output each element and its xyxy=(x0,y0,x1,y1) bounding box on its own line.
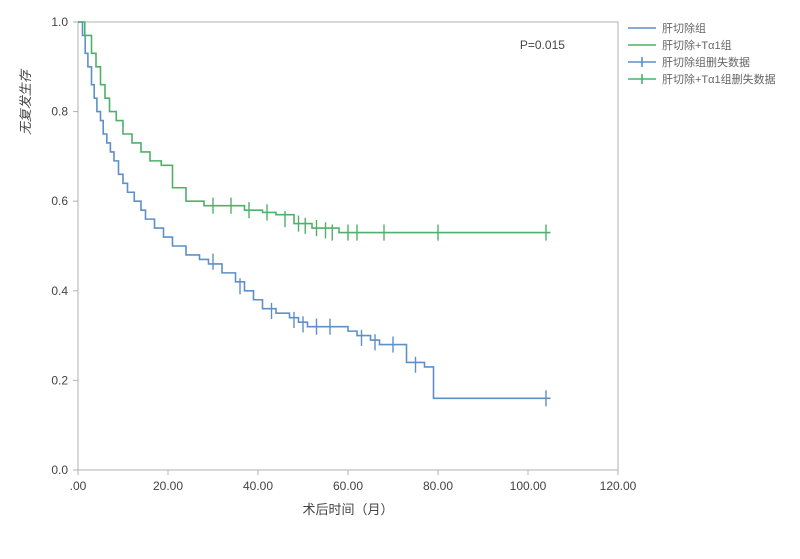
y-tick-label: 0.8 xyxy=(51,105,68,119)
y-tick-label: 0.2 xyxy=(51,373,68,387)
x-tick-label: .00 xyxy=(70,479,87,493)
x-tick-label: 80.00 xyxy=(423,479,453,493)
x-tick-label: 60.00 xyxy=(333,479,363,493)
y-tick-label: 0.0 xyxy=(51,463,68,477)
y-tick-label: 0.6 xyxy=(51,194,68,208)
x-tick-label: 20.00 xyxy=(153,479,183,493)
y-axis-title: 无复发生存 xyxy=(18,68,33,135)
y-tick-label: 1.0 xyxy=(51,15,68,29)
legend-label: 肝切除+Tα1组删失数据 xyxy=(662,72,776,86)
x-tick-label: 40.00 xyxy=(243,479,273,493)
legend-label: 肝切除组删失数据 xyxy=(662,55,750,69)
plot-frame xyxy=(78,22,618,470)
chart-svg: .00 20.00 40.00 60.00 80.00 100.00 120.00 0.0 0.… xyxy=(0,0,800,559)
x-tick-label: 120.00 xyxy=(600,479,637,493)
legend-label: 肝切除+Tα1组 xyxy=(662,38,732,52)
km-chart: .00 20.00 40.00 60.00 80.00 100.00 120.00 0.0 0.… xyxy=(0,0,800,559)
legend-label: 肝切除组 xyxy=(662,21,706,35)
x-axis-title: 术后时间（月） xyxy=(302,502,393,517)
p-value-annotation: P=0.015 xyxy=(520,38,565,52)
y-tick-label: 0.4 xyxy=(51,284,68,298)
x-tick-label: 100.00 xyxy=(510,479,547,493)
